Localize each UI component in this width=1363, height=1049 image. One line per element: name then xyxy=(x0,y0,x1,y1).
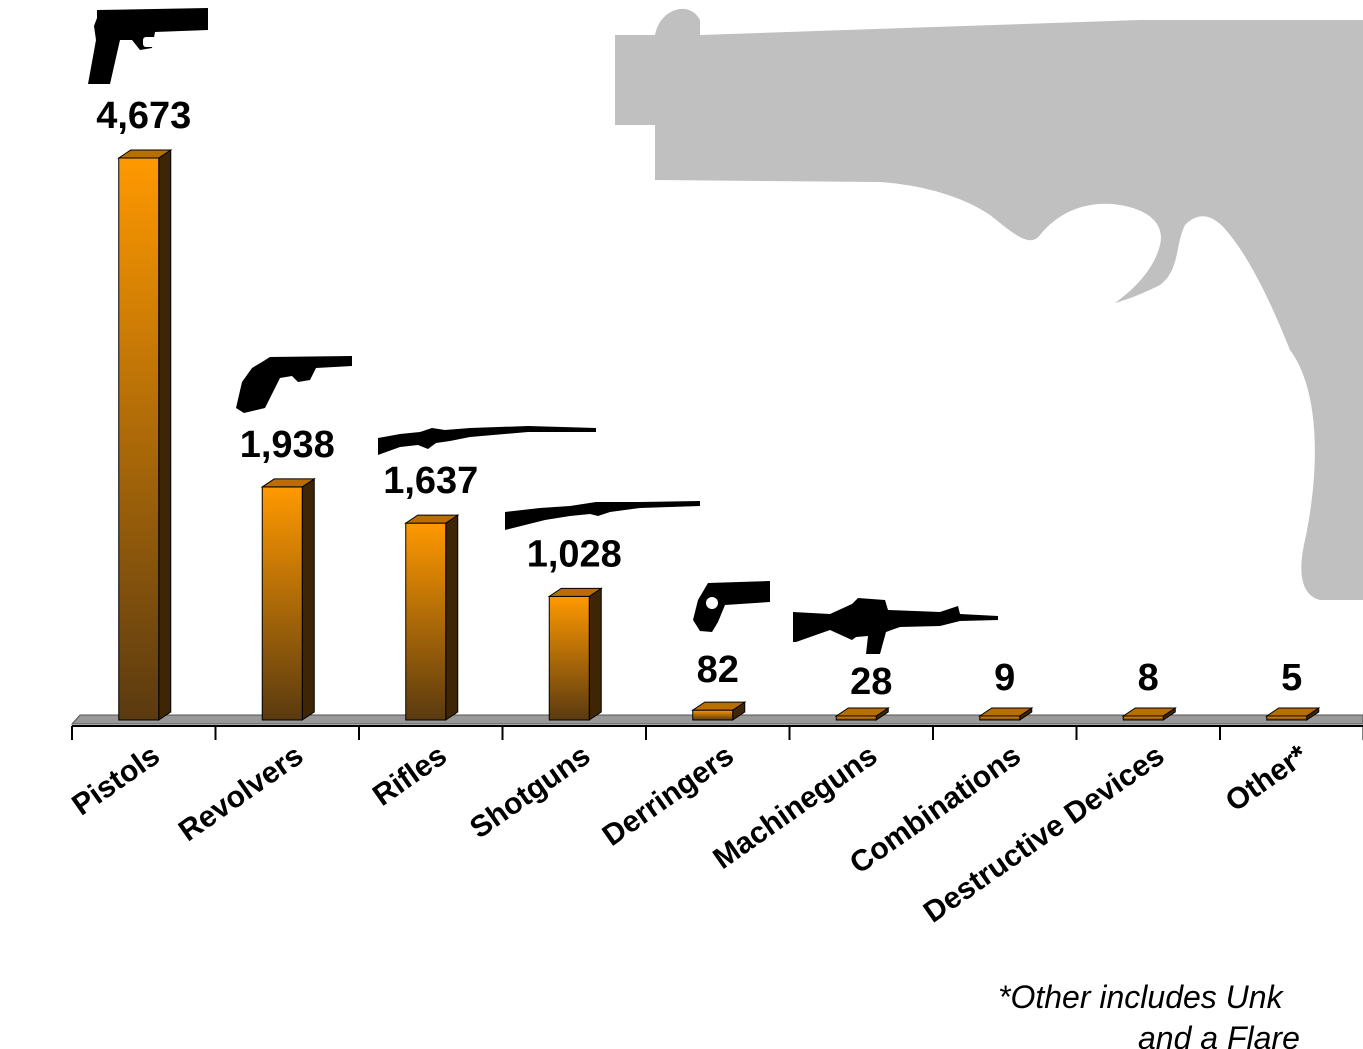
category-label-shotguns: Shotguns xyxy=(464,739,596,845)
category-label-pistols: Pistols xyxy=(66,739,166,822)
category-label-revolvers: Revolvers xyxy=(173,739,309,848)
revolver-icon xyxy=(236,356,352,413)
value-label-machineguns: 28 xyxy=(850,661,892,703)
value-label-combinations: 9 xyxy=(994,657,1015,699)
bars xyxy=(117,149,1321,721)
pistol-icon xyxy=(88,8,208,84)
rifle-icon xyxy=(378,426,596,455)
category-label-other: Other* xyxy=(1220,739,1314,819)
category-label-rifles: Rifles xyxy=(367,739,453,813)
footnote-line-2: and a Flare xyxy=(1138,1020,1300,1049)
machinegun-icon xyxy=(793,598,998,654)
value-label-revolvers: 1,938 xyxy=(240,424,335,466)
value-label-rifles: 1,637 xyxy=(383,460,478,502)
value-label-pistols: 4,673 xyxy=(96,95,191,137)
category-labels: Pistols Revolvers Rifles Shotguns Derringers… xyxy=(66,739,1314,930)
x-axis xyxy=(71,725,1363,740)
bar-other xyxy=(1265,707,1321,721)
value-label-shotguns: 1,028 xyxy=(527,533,622,575)
bar-derringers xyxy=(691,701,747,721)
shotgun-icon xyxy=(505,501,700,530)
bar-shotguns xyxy=(547,587,603,721)
derringer-icon xyxy=(693,581,770,632)
weapon-icons xyxy=(88,8,998,654)
category-label-destructive-devices: Destructive Devices xyxy=(918,739,1171,930)
value-label-other: 5 xyxy=(1281,657,1302,699)
footnote: *Other includes Unk and a Flare xyxy=(998,979,1300,1049)
category-label-derringers: Derringers xyxy=(597,739,740,853)
value-labels: 4,673 1,938 1,637 1,028 82 28 9 8 5 xyxy=(96,95,1302,703)
bar-rifles xyxy=(404,514,460,721)
footnote-line-1: *Other includes Unk xyxy=(998,979,1285,1015)
bar-machineguns xyxy=(834,707,890,721)
bar-pistols xyxy=(117,149,173,721)
value-label-derringers: 82 xyxy=(697,649,739,691)
bar-combinations xyxy=(978,707,1034,721)
bar-destructive-devices xyxy=(1121,707,1177,721)
bar-revolvers xyxy=(260,477,316,721)
value-label-destructive-devices: 8 xyxy=(1138,657,1159,699)
background-pistol-icon xyxy=(615,8,1363,600)
